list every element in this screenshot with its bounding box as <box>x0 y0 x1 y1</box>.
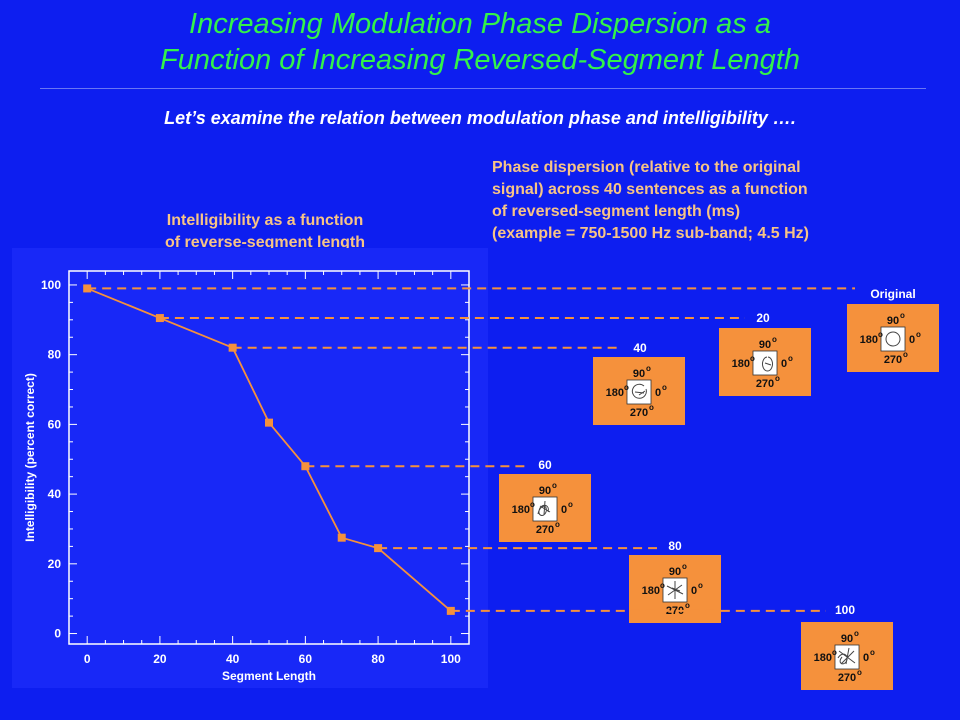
phase-caption-line-1: Phase dispersion (relative to the origin… <box>492 159 801 176</box>
y-tick-label: 100 <box>41 278 61 292</box>
degree-mark: o <box>750 354 755 363</box>
angle-label-90: 90 <box>887 315 899 327</box>
phase-panel-label: 20 <box>756 311 770 325</box>
degree-mark: o <box>916 330 921 339</box>
angle-label-180: 180 <box>814 652 832 664</box>
phase-caption: Phase dispersion (relative to the origin… <box>492 157 952 245</box>
degree-mark: o <box>854 629 859 638</box>
angle-label-90: 90 <box>669 566 681 578</box>
angle-label-180: 180 <box>512 504 530 516</box>
phase-caption-line-4: (example = 750-1500 Hz sub-band; 4.5 Hz) <box>492 225 809 242</box>
angle-label-180: 180 <box>642 585 660 597</box>
y-tick-label: 20 <box>48 557 62 571</box>
angle-label-180: 180 <box>606 387 624 399</box>
degree-mark: o <box>649 403 654 412</box>
phase-plot-area <box>880 326 906 352</box>
series-line <box>86 287 452 612</box>
chart-caption-line-2: of reverse-segment length <box>164 234 366 251</box>
y-tick-label: 80 <box>48 348 62 362</box>
chart-caption-line-1: Intelligibility as a function <box>166 212 364 229</box>
degree-mark: o <box>660 581 665 590</box>
data-point <box>265 418 273 427</box>
x-tick-label: 60 <box>299 652 313 666</box>
phase-caption-line-3: of reversed-segment length (ms) <box>492 203 741 220</box>
phase-panel-label: 60 <box>538 458 552 472</box>
y-tick-label: 40 <box>48 487 62 501</box>
title-line-2: Function of Increasing Reversed-Segment … <box>160 44 800 76</box>
phase-panel-label: Original <box>870 287 915 301</box>
degree-mark: o <box>530 500 535 509</box>
degree-mark: o <box>552 481 557 490</box>
x-axis-label: Segment Length <box>222 669 316 683</box>
angle-label-0: 0 <box>909 334 915 346</box>
phase-trace <box>837 647 856 665</box>
degree-mark: o <box>662 383 667 392</box>
page-title: Increasing Modulation Phase Dispersion a… <box>0 6 960 78</box>
angle-label-270: 270 <box>838 672 856 684</box>
title-line-1: Increasing Modulation Phase Dispersion a… <box>189 8 771 40</box>
angle-label-0: 0 <box>863 652 869 664</box>
angle-label-90: 90 <box>539 485 551 497</box>
chart-panel <box>12 248 488 688</box>
degree-mark: o <box>555 520 560 529</box>
degree-mark: o <box>685 601 690 610</box>
phase-trace <box>631 383 647 399</box>
degree-mark: o <box>772 335 777 344</box>
degree-mark: o <box>788 354 793 363</box>
degree-mark: o <box>682 562 687 571</box>
phase-trace <box>762 356 773 372</box>
phase-panel-label: 80 <box>668 539 682 553</box>
phase-panel-label: 40 <box>633 341 647 355</box>
degree-mark: o <box>900 311 905 320</box>
x-tick-label: 40 <box>226 652 240 666</box>
angle-label-0: 0 <box>781 358 787 370</box>
title-divider <box>40 88 926 89</box>
x-tick-label: 0 <box>84 652 91 666</box>
x-tick-label: 80 <box>371 652 385 666</box>
chart-caption: Intelligibility as a function of reverse… <box>100 210 430 254</box>
data-point <box>337 533 346 542</box>
slide-subtitle: Let’s examine the relation between modul… <box>164 108 796 128</box>
phase-trace <box>885 331 901 347</box>
phase-trace <box>666 581 684 599</box>
phase-trace <box>537 500 551 516</box>
y-axis-label: Intelligibility (percent correct) <box>23 373 37 542</box>
angle-label-270: 270 <box>536 524 554 536</box>
angle-label-270: 270 <box>756 378 774 390</box>
angle-label-180: 180 <box>860 334 878 346</box>
degree-mark: o <box>878 330 883 339</box>
angle-label-270: 270 <box>666 605 684 617</box>
angle-label-270: 270 <box>884 354 902 366</box>
phase-caption-line-2: signal) across 40 sentences as a functio… <box>492 181 808 198</box>
degree-mark: o <box>857 668 862 677</box>
angle-label-270: 270 <box>630 407 648 419</box>
angle-label-90: 90 <box>759 339 771 351</box>
angle-label-0: 0 <box>655 387 661 399</box>
degree-mark: o <box>870 648 875 657</box>
degree-mark: o <box>624 383 629 392</box>
degree-mark: o <box>568 500 573 509</box>
x-tick-label: 100 <box>441 652 461 666</box>
degree-mark: o <box>903 350 908 359</box>
angle-label-0: 0 <box>561 504 567 516</box>
x-tick-label: 20 <box>153 652 167 666</box>
angle-label-180: 180 <box>732 358 750 370</box>
degree-mark: o <box>832 648 837 657</box>
angle-label-0: 0 <box>691 585 697 597</box>
phase-panel-label: 100 <box>835 603 855 617</box>
y-tick-label: 60 <box>48 417 62 431</box>
y-tick-label: 0 <box>54 627 61 641</box>
angle-label-90: 90 <box>633 368 645 380</box>
angle-label-90: 90 <box>841 633 853 645</box>
degree-mark: o <box>646 364 651 373</box>
degree-mark: o <box>775 374 780 383</box>
degree-mark: o <box>698 581 703 590</box>
